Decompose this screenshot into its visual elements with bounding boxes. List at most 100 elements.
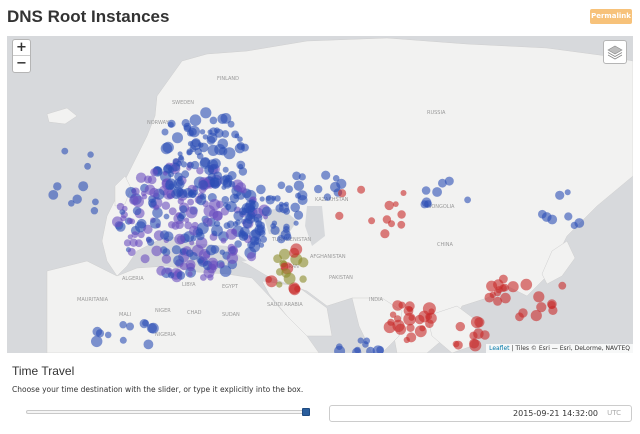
instance-marker[interactable] [274,195,281,202]
instance-marker[interactable] [387,318,395,326]
instance-marker[interactable] [199,157,211,169]
instance-marker[interactable] [92,326,103,337]
instance-marker[interactable] [214,144,226,156]
instance-marker[interactable] [261,206,272,217]
instance-marker[interactable] [92,198,99,206]
instance-marker[interactable] [221,196,230,204]
instance-marker[interactable] [247,204,256,213]
instance-marker[interactable] [256,226,264,234]
instance-marker[interactable] [177,176,183,182]
instance-marker[interactable] [499,274,508,284]
instance-marker[interactable] [406,332,417,343]
instance-marker[interactable] [564,189,571,196]
instance-marker[interactable] [389,311,397,318]
instance-marker[interactable] [127,234,133,240]
instance-marker[interactable] [223,222,231,230]
instance-marker[interactable] [493,288,502,297]
instance-marker[interactable] [168,221,176,229]
instance-marker[interactable] [167,166,175,173]
instance-marker[interactable] [290,202,301,213]
instance-marker[interactable] [533,291,545,303]
instance-marker[interactable] [177,214,185,222]
instance-marker[interactable] [112,216,123,228]
instance-marker[interactable] [184,221,193,230]
instance-marker[interactable] [230,228,237,235]
instance-marker[interactable] [265,195,272,201]
instance-marker[interactable] [168,207,177,216]
instance-marker[interactable] [250,236,260,246]
instance-marker[interactable] [223,147,236,160]
instance-marker[interactable] [209,177,220,188]
instance-marker[interactable] [354,346,361,353]
instance-marker[interactable] [198,180,209,190]
instance-marker[interactable] [72,194,82,204]
instance-marker[interactable] [119,209,126,215]
instance-marker[interactable] [214,128,224,138]
instance-marker[interactable] [265,276,272,283]
instance-marker[interactable] [143,224,153,234]
instance-marker[interactable] [293,220,299,226]
instance-marker[interactable] [314,184,323,194]
instance-marker[interactable] [68,200,75,207]
instance-marker[interactable] [380,229,390,239]
instance-marker[interactable] [167,121,174,128]
instance-markers[interactable] [48,107,585,353]
instance-marker[interactable] [233,210,244,221]
instance-marker[interactable] [338,189,347,198]
instance-marker[interactable] [61,147,69,155]
instance-marker[interactable] [255,220,263,228]
instance-marker[interactable] [397,210,406,219]
instance-marker[interactable] [238,167,248,176]
instance-marker[interactable] [123,239,132,247]
time-slider[interactable] [26,408,310,416]
instance-marker[interactable] [116,202,125,211]
instance-marker[interactable] [397,220,406,229]
instance-marker[interactable] [293,210,304,220]
instance-marker[interactable] [199,142,209,153]
instance-marker[interactable] [470,316,483,329]
instance-marker[interactable] [151,245,162,257]
instance-marker[interactable] [161,201,171,210]
instance-marker[interactable] [558,281,567,290]
instance-marker[interactable] [132,206,142,216]
instance-marker[interactable] [292,171,301,181]
instance-marker[interactable] [150,168,159,177]
instance-marker[interactable] [131,231,139,239]
instance-marker[interactable] [87,151,94,158]
instance-marker[interactable] [78,181,89,192]
instance-marker[interactable] [258,242,265,248]
instance-marker[interactable] [232,179,244,191]
instance-marker[interactable] [148,198,157,208]
datetime-input[interactable] [330,406,598,421]
instance-marker[interactable] [453,340,463,350]
instance-marker[interactable] [232,221,239,227]
instance-marker[interactable] [149,187,159,198]
instance-marker[interactable] [419,325,426,332]
instance-marker[interactable] [384,200,394,211]
instance-marker[interactable] [220,237,227,244]
instance-marker[interactable] [234,240,242,248]
instance-marker[interactable] [555,190,565,200]
instance-marker[interactable] [283,201,289,207]
instance-marker[interactable] [163,213,170,220]
instance-marker[interactable] [395,323,407,335]
instance-marker[interactable] [186,161,194,169]
instance-marker[interactable] [294,285,301,293]
instance-marker[interactable] [228,245,239,255]
instance-marker[interactable] [187,198,195,206]
instance-marker[interactable] [141,193,148,200]
instance-marker[interactable] [179,262,188,271]
instance-marker[interactable] [238,230,246,238]
instance-marker[interactable] [207,274,214,281]
instance-marker[interactable] [180,161,188,168]
instance-marker[interactable] [187,271,193,277]
instance-marker[interactable] [219,249,225,255]
instance-marker[interactable] [144,175,152,184]
instance-marker[interactable] [376,346,385,353]
instance-marker[interactable] [415,314,425,325]
instance-marker[interactable] [139,319,149,329]
instance-marker[interactable] [186,262,195,272]
instance-marker[interactable] [336,178,347,189]
datetime-box[interactable]: UTC [329,405,632,422]
instance-marker[interactable] [217,113,228,124]
